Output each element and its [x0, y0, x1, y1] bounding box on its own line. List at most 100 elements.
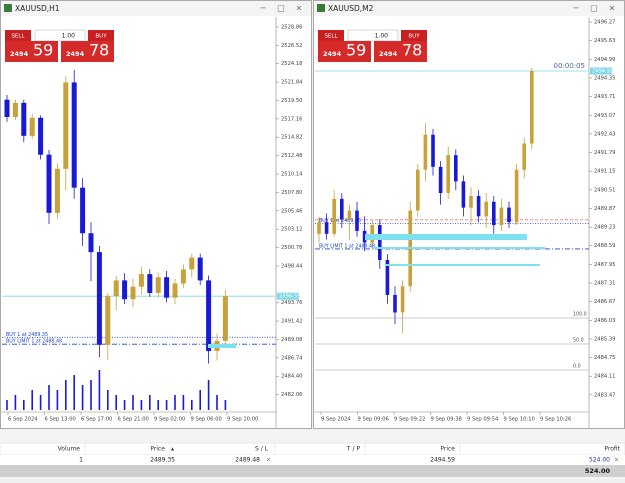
x-tick-label: 6 Sep 2024 — [8, 417, 38, 423]
buy-button[interactable] — [401, 30, 427, 41]
y-tick-label: 2484.11 — [594, 374, 615, 380]
table-row-bg — [0, 455, 625, 465]
volume-bar — [123, 400, 126, 410]
x-tick-label: 6 Sep 17:00 — [81, 417, 112, 423]
buy-price-big: 2494 — [379, 50, 398, 58]
sell-price-box[interactable] — [5, 41, 58, 62]
candle-body — [324, 222, 329, 234]
candle-body — [206, 280, 212, 352]
volume-bar — [182, 395, 185, 410]
table-cell: 2489.48 — [235, 457, 260, 464]
x-tick-label: 9 Sep 09:22 — [394, 417, 425, 423]
volume-bar — [65, 380, 67, 410]
window-button[interactable]: − — [260, 4, 267, 13]
table-header[interactable]: Profit — [604, 446, 620, 453]
x-tick-label: 9 Sep 06:00 — [191, 417, 222, 423]
candle-body — [96, 252, 102, 345]
sell-label: SELL — [324, 34, 338, 40]
table-cell: 1 — [79, 457, 83, 464]
candle-body — [122, 280, 128, 300]
volume-bar — [56, 390, 59, 410]
candle-body — [88, 233, 94, 253]
volume-input[interactable] — [347, 29, 399, 42]
close-icon[interactable]: × — [614, 457, 619, 464]
candle-body — [514, 169, 519, 223]
order-label: BUY 1 at 2489.35 — [319, 218, 361, 224]
y-tick-label: 2486.67 — [594, 299, 615, 305]
sell-button[interactable] — [318, 30, 344, 41]
x-tick-label: 9 Sep 09:06 — [358, 417, 389, 423]
table-header[interactable]: Price — [440, 446, 455, 453]
volume-bar — [207, 380, 210, 410]
table-header[interactable]: T / P — [346, 446, 361, 453]
y-tick-label: 2528.86 — [281, 24, 302, 30]
candle-body — [12, 102, 18, 117]
sell-button[interactable] — [5, 30, 31, 41]
y-tick-label: 2496.27 — [594, 20, 615, 26]
candle-body — [164, 277, 170, 298]
x-tick-label: 6 Sep 21:00 — [118, 417, 149, 423]
candle-body — [29, 117, 35, 136]
candle-body — [63, 82, 69, 169]
y-tick-label: 2487.95 — [594, 262, 615, 268]
volume-value: 1.00 — [375, 33, 389, 40]
y-tick-label: 2491.79 — [594, 150, 615, 156]
candle-body — [423, 134, 428, 170]
volume-value: 1.00 — [62, 33, 76, 40]
table-header[interactable]: Volume — [58, 446, 81, 453]
indicator-level-label: 50.0 — [573, 338, 584, 344]
buy-price-box[interactable] — [374, 41, 427, 62]
indicator-level-label: 0.0 — [573, 364, 581, 370]
x-tick-label: 6 Sep 13:00 — [45, 417, 76, 423]
window-button[interactable]: □ — [590, 4, 598, 13]
buy-button[interactable] — [88, 30, 114, 41]
y-tick-label: 2489.87 — [594, 206, 615, 212]
candle-body — [38, 117, 44, 155]
zone — [365, 234, 527, 240]
zone — [385, 264, 540, 266]
sell-price-big: 2494 — [10, 50, 29, 58]
sell-price-small: 59 — [346, 41, 366, 60]
indicator-level-label: 100.0 — [573, 312, 587, 318]
buy-price-box[interactable] — [61, 41, 114, 62]
sell-price-box[interactable] — [318, 41, 371, 62]
y-tick-label: 2505.46 — [281, 208, 302, 214]
window-button[interactable]: □ — [277, 4, 285, 13]
candle-body — [80, 187, 86, 234]
window-frame — [313, 0, 625, 429]
candle-body — [476, 195, 481, 217]
window-button[interactable]: × — [296, 4, 303, 13]
candle-body — [332, 198, 336, 234]
y-tick-label: 2494.35 — [594, 75, 615, 81]
candle-body — [172, 283, 178, 298]
y-tick-label: 2510.14 — [281, 172, 303, 178]
candle-body — [416, 169, 420, 211]
y-tick-label: 2519.50 — [281, 98, 302, 104]
close-icon[interactable]: × — [266, 457, 271, 464]
candle-body — [113, 280, 119, 297]
table-cell: 524.00 — [589, 457, 610, 464]
candle-body — [446, 155, 450, 194]
candle-body — [522, 143, 526, 170]
y-tick-label: 2492.43 — [594, 131, 615, 137]
candle-body — [393, 294, 397, 313]
window-button[interactable]: − — [573, 4, 580, 13]
candle-body — [155, 277, 161, 293]
volume-input[interactable] — [34, 29, 86, 42]
candle-body — [355, 210, 359, 231]
table-header[interactable]: S / L — [255, 446, 269, 453]
volume-bar — [149, 395, 151, 410]
candle-body — [438, 166, 443, 194]
candle-body — [454, 155, 458, 182]
candle-body — [492, 201, 496, 226]
table-header[interactable]: Price — [150, 446, 165, 453]
x-tick-label: 9 Sep 10:00 — [227, 417, 258, 423]
window-button[interactable]: × — [609, 4, 616, 13]
candle-body — [197, 257, 203, 281]
x-tick-label: 9 Sep 09:54 — [467, 417, 499, 423]
buy-label: BUY — [408, 34, 420, 40]
x-tick-label: 9 Sep 10:10 — [504, 417, 535, 423]
title-bar — [1, 1, 311, 16]
order-label: BUY 1 at 2489.35 — [6, 332, 48, 338]
